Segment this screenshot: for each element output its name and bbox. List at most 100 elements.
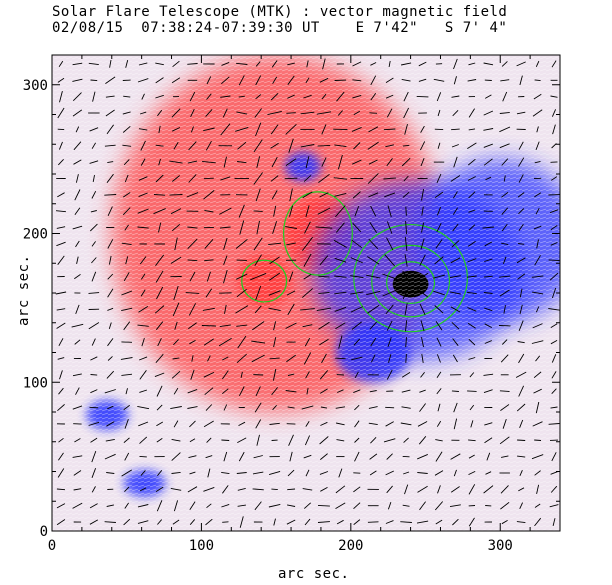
- field-vector: [319, 255, 329, 266]
- field-vector: [105, 95, 115, 98]
- field-vector: [468, 62, 476, 66]
- field-vector: [321, 93, 327, 100]
- field-vector: [90, 356, 98, 361]
- field-vector: [108, 255, 112, 265]
- field-vector: [59, 90, 63, 103]
- field-vector: [370, 92, 377, 101]
- field-vector: [287, 62, 295, 66]
- field-vector: [89, 503, 98, 509]
- field-vector: [319, 471, 329, 475]
- field-vector: [419, 141, 426, 151]
- field-vector: [139, 256, 147, 265]
- field-vector: [352, 61, 362, 67]
- field-vector: [105, 438, 115, 442]
- field-vector: [155, 486, 164, 492]
- field-vector: [172, 302, 180, 317]
- field-vector: [289, 188, 293, 202]
- field-vector: [174, 321, 178, 330]
- field-vector: [550, 242, 558, 246]
- field-vector: [58, 452, 64, 461]
- field-vector: [385, 470, 394, 476]
- field-vector: [56, 322, 66, 329]
- field-vector: [236, 62, 248, 65]
- field-vector: [104, 389, 116, 394]
- field-vector: [333, 177, 348, 180]
- field-vector: [518, 157, 525, 167]
- field-vector: [74, 207, 81, 215]
- field-vector: [57, 158, 64, 166]
- field-vector: [518, 243, 525, 245]
- field-vector: [468, 224, 476, 231]
- field-vector: [385, 94, 394, 99]
- field-vector: [550, 95, 558, 98]
- field-vector: [388, 354, 392, 363]
- field-vector: [434, 305, 444, 314]
- field-vector: [335, 222, 345, 233]
- field-vector: [255, 419, 262, 429]
- field-vector: [189, 471, 196, 475]
- field-vector: [72, 455, 83, 458]
- field-vector: [121, 242, 132, 246]
- field-vector: [437, 403, 441, 412]
- field-vector: [451, 390, 459, 392]
- field-vector: [222, 370, 229, 380]
- field-vector: [467, 390, 477, 392]
- chart-subtitle: 02/08/15 07:38:24-07:39:30 UT E 7'42" S …: [52, 20, 508, 36]
- x-tick-label: 100: [189, 538, 214, 554]
- field-vector: [417, 453, 428, 460]
- field-vector: [203, 177, 214, 180]
- field-vector: [123, 321, 131, 331]
- field-vector: [256, 220, 260, 235]
- field-vector: [107, 338, 114, 347]
- field-vector: [401, 372, 411, 378]
- field-vector: [435, 451, 443, 462]
- field-vector: [500, 501, 510, 510]
- field-vector: [483, 158, 493, 166]
- field-vector: [57, 192, 65, 198]
- field-vector: [405, 353, 407, 363]
- field-vector: [269, 357, 280, 360]
- field-vector: [551, 388, 557, 395]
- field-vector: [435, 321, 443, 331]
- field-vector: [468, 439, 476, 442]
- field-vector: [284, 177, 298, 180]
- field-vector: [518, 141, 524, 150]
- field-vector: [223, 451, 228, 462]
- field-vector: [91, 271, 97, 282]
- field-vector: [516, 111, 526, 115]
- field-vector: [334, 257, 347, 263]
- field-vector: [518, 487, 525, 492]
- field-vector: [516, 403, 526, 412]
- field-vector: [318, 275, 330, 278]
- field-vector: [403, 91, 409, 102]
- field-vector: [453, 156, 458, 168]
- field-vector: [139, 389, 148, 393]
- field-vector: [466, 291, 477, 295]
- field-vector: [57, 107, 65, 119]
- chart-title: Solar Flare Telescope (MTK) : vector mag…: [52, 4, 508, 20]
- field-vector: [91, 450, 97, 463]
- field-vector: [318, 173, 330, 183]
- field-vector: [123, 437, 130, 443]
- field-vector: [352, 159, 362, 165]
- field-vector: [104, 144, 116, 147]
- field-vector: [252, 488, 264, 491]
- field-vector: [124, 502, 129, 509]
- field-vector: [58, 60, 64, 68]
- field-vector: [220, 95, 231, 98]
- field-vector: [272, 76, 278, 84]
- field-vector: [268, 503, 281, 508]
- field-vector: [519, 75, 523, 86]
- field-vector: [435, 239, 443, 249]
- field-vector: [419, 254, 426, 266]
- field-vector: [354, 404, 360, 411]
- field-vector: [89, 160, 99, 164]
- field-vector: [124, 419, 129, 429]
- field-vector: [434, 501, 444, 511]
- field-vector: [469, 372, 475, 378]
- field-vector: [500, 404, 510, 411]
- field-vector: [420, 125, 425, 133]
- field-vector: [335, 357, 346, 360]
- field-vector: [189, 519, 196, 525]
- field-vector: [405, 337, 407, 348]
